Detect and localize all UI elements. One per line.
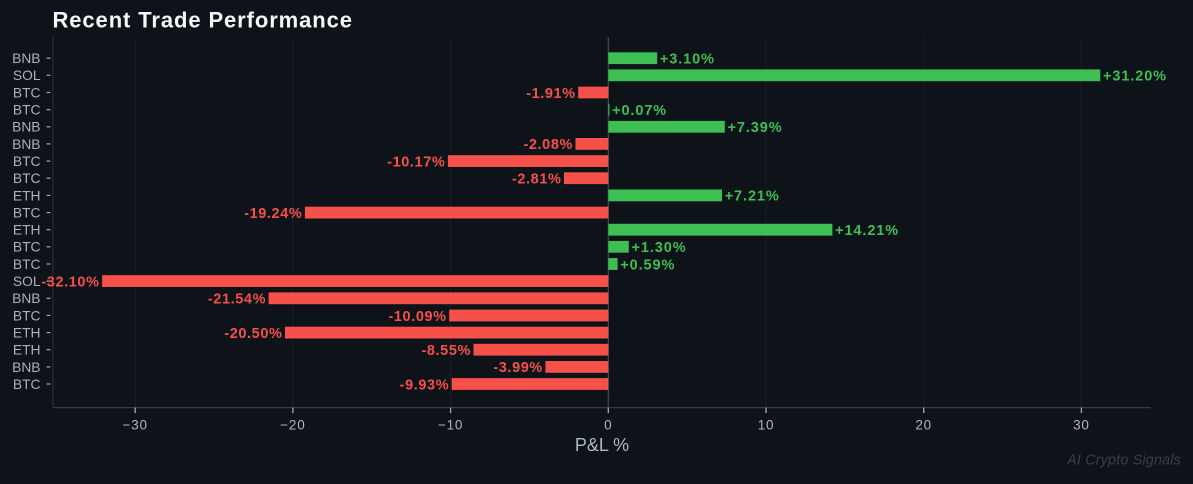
svg-text:BNB: BNB xyxy=(12,51,40,66)
svg-text:+0.59%: +0.59% xyxy=(620,257,675,273)
svg-text:+7.21%: +7.21% xyxy=(725,189,780,205)
svg-text:−20: −20 xyxy=(280,417,305,432)
svg-text:-20.50%: -20.50% xyxy=(224,326,282,342)
svg-text:ETH: ETH xyxy=(13,188,41,203)
svg-text:-19.24%: -19.24% xyxy=(244,206,302,222)
svg-text:BTC: BTC xyxy=(13,103,41,118)
svg-text:+31.20%: +31.20% xyxy=(1103,69,1167,85)
svg-text:-32.10%: -32.10% xyxy=(41,274,99,290)
svg-text:BTC: BTC xyxy=(13,85,41,100)
svg-text:AI Crypto Signals: AI Crypto Signals xyxy=(1066,452,1181,468)
svg-text:BNB: BNB xyxy=(12,360,40,375)
svg-text:-10.09%: -10.09% xyxy=(388,309,446,325)
svg-text:BTC: BTC xyxy=(13,377,41,392)
svg-text:Recent Trade Performance: Recent Trade Performance xyxy=(53,8,353,33)
svg-text:BTC: BTC xyxy=(13,154,41,169)
svg-text:10: 10 xyxy=(758,417,775,432)
svg-text:BNB: BNB xyxy=(12,291,40,306)
svg-text:SOL: SOL xyxy=(13,274,41,289)
svg-text:-9.93%: -9.93% xyxy=(400,377,450,393)
svg-text:+14.21%: +14.21% xyxy=(835,223,899,239)
svg-text:+0.07%: +0.07% xyxy=(612,103,667,119)
svg-text:+3.10%: +3.10% xyxy=(660,52,715,68)
svg-text:-21.54%: -21.54% xyxy=(208,292,266,308)
svg-text:−30: −30 xyxy=(123,417,148,432)
svg-text:20: 20 xyxy=(915,417,932,432)
svg-text:ETH: ETH xyxy=(13,326,41,341)
svg-text:ETH: ETH xyxy=(13,223,41,238)
svg-text:-2.81%: -2.81% xyxy=(512,172,562,188)
svg-text:BTC: BTC xyxy=(13,308,41,323)
svg-text:BNB: BNB xyxy=(12,137,40,152)
svg-text:-3.99%: -3.99% xyxy=(493,360,543,376)
svg-text:−10: −10 xyxy=(438,417,463,432)
svg-text:+7.39%: +7.39% xyxy=(728,120,783,136)
svg-text:ETH: ETH xyxy=(13,343,41,358)
svg-text:BTC: BTC xyxy=(13,240,41,255)
svg-text:BNB: BNB xyxy=(12,120,40,135)
svg-text:BTC: BTC xyxy=(13,206,41,221)
svg-text:+1.30%: +1.30% xyxy=(632,240,687,256)
svg-text:-8.55%: -8.55% xyxy=(421,343,471,359)
svg-text:30: 30 xyxy=(1073,417,1090,432)
svg-text:-1.91%: -1.91% xyxy=(526,86,576,102)
svg-text:BTC: BTC xyxy=(13,257,41,272)
svg-text:P&L %: P&L % xyxy=(575,435,629,455)
svg-text:-10.17%: -10.17% xyxy=(387,154,445,170)
svg-text:BTC: BTC xyxy=(13,171,41,186)
svg-text:SOL: SOL xyxy=(13,68,41,83)
svg-text:-2.08%: -2.08% xyxy=(523,137,573,153)
svg-text:0: 0 xyxy=(604,417,612,432)
